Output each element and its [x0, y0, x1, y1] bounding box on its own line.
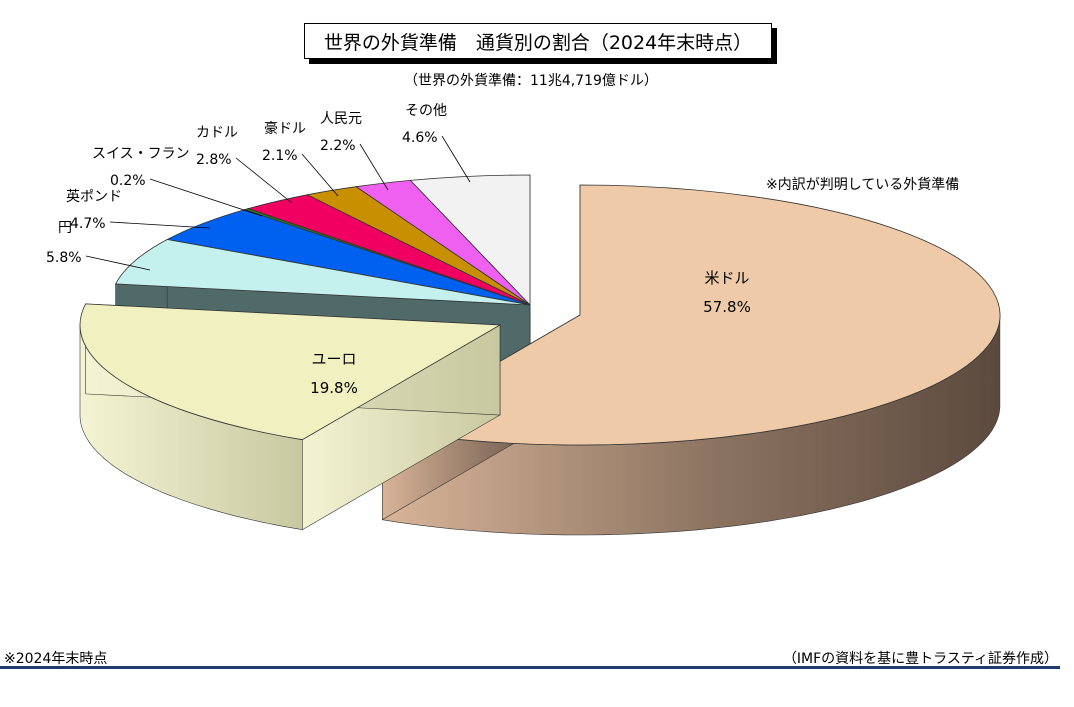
leader-line-3 — [85, 255, 151, 271]
leader-line-5 — [149, 178, 263, 217]
leader-line-6 — [235, 157, 293, 204]
leader-line-7 — [301, 153, 339, 197]
slice-value-5: 0.2% — [110, 173, 146, 189]
footer-divider — [0, 666, 1060, 669]
slice-label-5: スイス・フラン — [92, 146, 190, 162]
slice-label-6: カドル — [196, 125, 238, 141]
slice-label-7: 豪ドル — [264, 121, 306, 137]
slice-value-8: 2.2% — [320, 138, 356, 154]
chart-title: 世界の外貨準備 通貨別の割合（2024年末時点） — [304, 23, 772, 59]
slice-label-4: 英ポンド — [66, 188, 122, 205]
slice-label-8: 人民元 — [320, 111, 362, 127]
slice-label-1: 米ドル — [704, 269, 749, 287]
source-note: （IMFの資料を基に豊トラスティ証券作成） — [782, 651, 1058, 667]
slice-value-3: 5.8% — [46, 250, 82, 266]
slice-label-3: 円 — [58, 220, 72, 236]
pie-slice-2 — [79, 303, 502, 531]
footnote: ※2024年末時点 — [4, 651, 108, 667]
slice-label-9: その他 — [405, 103, 447, 119]
slice-value-2: 19.8% — [310, 379, 358, 397]
leader-line-4 — [109, 221, 211, 229]
breakdown-note: ※内訳が判明している外貨準備 — [766, 177, 960, 193]
leader-line-9 — [441, 135, 471, 183]
slice-value-7: 2.1% — [262, 148, 298, 164]
slice-value-6: 2.8% — [196, 152, 232, 168]
chart-subtitle: （世界の外貨準備：11兆4,719億ドル） — [404, 73, 658, 89]
slice-label-2: ユーロ — [311, 350, 356, 368]
slice-value-1: 57.8% — [703, 298, 751, 316]
slice-value-4: 4.7% — [70, 216, 106, 232]
leader-line-8 — [359, 143, 389, 191]
slice-value-9: 4.6% — [402, 130, 438, 146]
